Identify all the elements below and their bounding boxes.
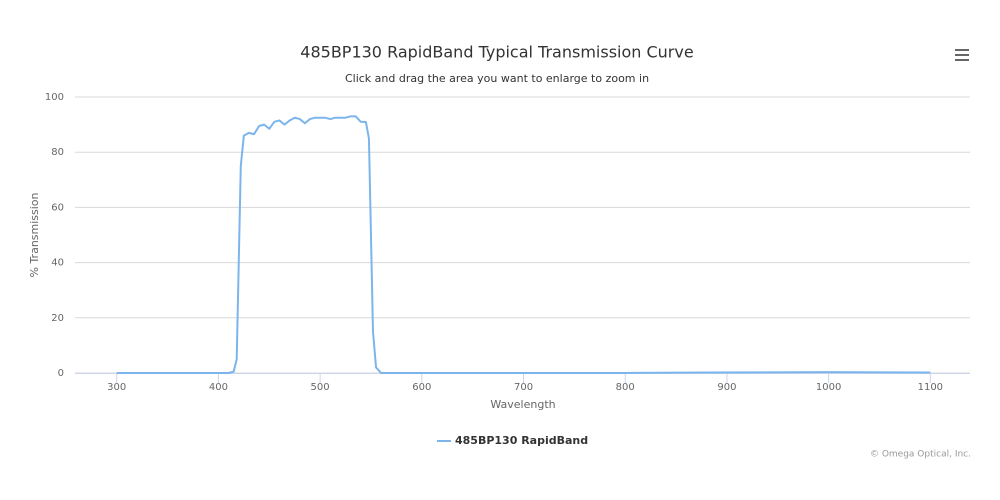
x-tick-label: 800 [616,382,635,393]
x-tick-label: 900 [717,382,736,393]
y-tick-label: 0 [58,368,64,379]
data-line [116,115,931,374]
menu-button[interactable] [955,49,969,61]
x-tick-label: 600 [412,382,431,393]
credits: © Omega Optical, Inc. [870,450,971,460]
x-tick-label: 400 [209,382,228,393]
y-tick-label: 80 [51,147,64,158]
x-tick-label: 1000 [816,382,841,393]
menu-bar[interactable] [955,54,969,56]
chart-title: 485BP130 RapidBand Typical Transmission … [300,43,693,62]
y-tick-label: 40 [51,258,64,269]
x-tick-label: 300 [107,382,126,393]
menu-bar[interactable] [955,59,969,61]
y-tick-label: 60 [51,202,64,213]
menu-bar[interactable] [955,49,969,51]
legend-label: 485BP130 RapidBand [455,434,588,447]
chart-subtitle: Click and drag the area you want to enla… [345,72,649,85]
x-tick-label: 700 [514,382,533,393]
x-tick-label: 1100 [918,382,943,393]
y-tick-label: 100 [45,92,64,103]
x-axis-title: Wavelength [490,398,555,411]
y-axis-title: % Transmission [28,192,41,277]
y-tick-label: 20 [51,313,64,324]
x-tick-label: 500 [311,382,330,393]
